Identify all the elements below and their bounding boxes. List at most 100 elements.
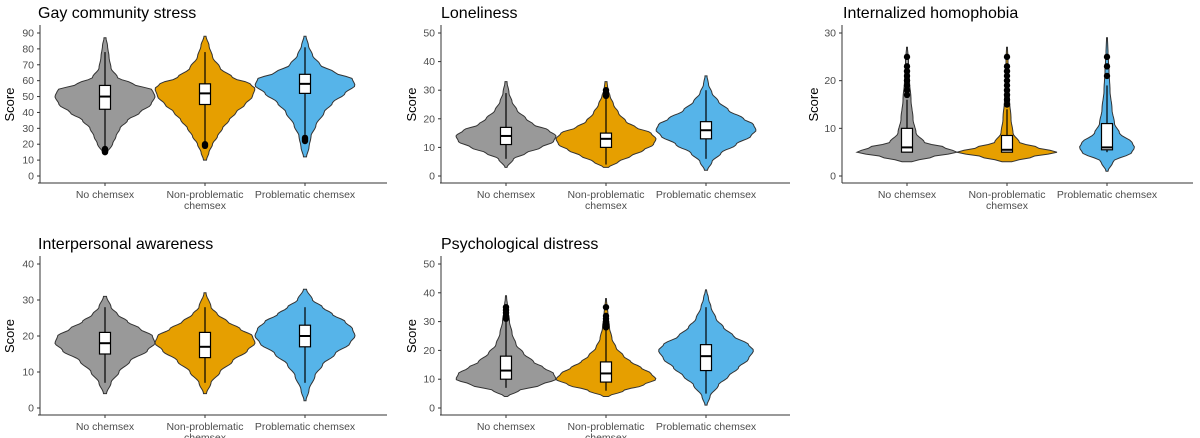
y-tick-label: 0 bbox=[429, 171, 435, 183]
y-tick-label: 40 bbox=[423, 56, 435, 68]
outlier-point bbox=[201, 141, 209, 148]
y-tick-label: 20 bbox=[22, 331, 34, 343]
panel-psychological-distress: Psychological distress Score 0 10 20 30 40 50 No… bbox=[404, 236, 790, 438]
outlier-point bbox=[903, 87, 911, 94]
panel-interpersonal-awareness: Interpersonal awareness Score 0 10 20 30 40 No … bbox=[2, 236, 387, 438]
outlier-point bbox=[1103, 72, 1111, 80]
outlier-point bbox=[301, 134, 309, 142]
x-category-label: Problematic chemsex bbox=[656, 421, 757, 433]
outlier-point bbox=[1003, 72, 1011, 80]
y-tick-label: 20 bbox=[22, 139, 34, 151]
outlier-point bbox=[903, 91, 911, 99]
outlier-point bbox=[1003, 101, 1011, 108]
outlier-point bbox=[1103, 63, 1111, 70]
panel-title: Gay community stress bbox=[38, 5, 196, 22]
iqr-box bbox=[1000, 134, 1014, 153]
x-category-label: chemsex bbox=[585, 200, 628, 212]
outlier-point bbox=[903, 63, 911, 70]
x-category-label: No chemsex bbox=[477, 421, 536, 433]
violin-group-problematic: Problematic chemsex bbox=[254, 35, 356, 201]
iqr-box bbox=[599, 132, 613, 149]
y-tick-label: 30 bbox=[22, 123, 34, 135]
y-tick-label: 20 bbox=[423, 345, 435, 357]
x-category-label: Non-problematic bbox=[968, 189, 1045, 201]
x-category-label: chemsex bbox=[585, 432, 628, 438]
x-category-label: Non-problematic bbox=[567, 421, 644, 433]
y-tick-label: 40 bbox=[22, 107, 34, 119]
outlier-point bbox=[903, 67, 911, 75]
y-tick-label: 10 bbox=[423, 142, 435, 154]
outlier-point bbox=[502, 304, 510, 311]
panel-title: Internalized homophobia bbox=[843, 5, 1018, 22]
outlier-point bbox=[602, 312, 610, 320]
outlier-point bbox=[101, 145, 109, 153]
violin-group-no_chemsex: No chemsex bbox=[855, 46, 959, 201]
y-tick-label: 0 bbox=[830, 171, 836, 183]
panel-internalized-homophobia: Internalized homophobia Score 0 10 20 30 No ch… bbox=[806, 5, 1193, 212]
y-tick-label: 30 bbox=[22, 295, 34, 307]
x-category-label: Problematic chemsex bbox=[255, 421, 356, 433]
outlier-point bbox=[1003, 96, 1011, 103]
violin-group-problematic: Problematic chemsex bbox=[254, 288, 356, 433]
y-tick-label: 30 bbox=[423, 85, 435, 97]
panel-gay-community-stress: Gay community stress Score 0 10 20 30 40 50 60 70… bbox=[2, 5, 387, 212]
y-axis-label: Score bbox=[404, 319, 419, 353]
outlier-point bbox=[1003, 63, 1011, 70]
outlier-point bbox=[1003, 87, 1011, 94]
panel-loneliness: Loneliness Score 0 10 20 30 40 50 No chemsex Non-… bbox=[404, 5, 790, 212]
y-axis-label: Score bbox=[2, 88, 17, 122]
x-category-label: No chemsex bbox=[76, 421, 135, 433]
panel-title: Loneliness bbox=[441, 5, 518, 22]
outlier-point bbox=[903, 77, 911, 84]
y-tick-label: 10 bbox=[22, 155, 34, 167]
outlier-point bbox=[1003, 77, 1011, 84]
y-tick-label: 20 bbox=[824, 75, 836, 87]
x-category-label: Problematic chemsex bbox=[255, 189, 356, 201]
x-category-label: No chemsex bbox=[878, 189, 937, 201]
iqr-box bbox=[900, 127, 914, 153]
y-tick-label: 40 bbox=[22, 259, 34, 271]
y-tick-label: 50 bbox=[423, 259, 435, 271]
outlier-point bbox=[1003, 82, 1011, 89]
x-category-label: Non-problematic bbox=[166, 189, 243, 201]
outlier-point bbox=[1103, 53, 1111, 61]
iqr-box bbox=[599, 361, 613, 383]
violin-group-problematic: Problematic chemsex bbox=[656, 289, 757, 433]
outlier-point bbox=[602, 304, 610, 311]
y-tick-label: 60 bbox=[22, 75, 34, 87]
violin-group-problematic: Problematic chemsex bbox=[1057, 37, 1158, 201]
y-axis-label: Score bbox=[806, 88, 821, 122]
violin-group-no_chemsex: No chemsex bbox=[455, 295, 557, 433]
iqr-box bbox=[499, 355, 513, 380]
y-tick-label: 10 bbox=[824, 123, 836, 135]
outlier-point bbox=[903, 72, 911, 80]
y-tick-label: 10 bbox=[423, 374, 435, 386]
x-category-label: chemsex bbox=[986, 200, 1029, 212]
outlier-point bbox=[602, 87, 610, 94]
x-category-label: chemsex bbox=[184, 200, 227, 212]
y-tick-label: 40 bbox=[423, 287, 435, 299]
x-category-label: No chemsex bbox=[477, 189, 536, 201]
y-tick-label: 80 bbox=[22, 43, 34, 55]
x-category-label: chemsex bbox=[184, 432, 227, 438]
y-tick-label: 90 bbox=[22, 28, 34, 40]
y-tick-label: 0 bbox=[429, 403, 435, 415]
outlier-point bbox=[903, 82, 911, 89]
x-category-label: Problematic chemsex bbox=[1057, 189, 1158, 201]
x-category-label: Problematic chemsex bbox=[656, 189, 757, 201]
panel-title: Psychological distress bbox=[441, 236, 598, 253]
x-category-label: No chemsex bbox=[76, 189, 135, 201]
y-axis-label: Score bbox=[404, 88, 419, 122]
y-axis-label: Score bbox=[2, 319, 17, 353]
y-tick-label: 10 bbox=[22, 367, 34, 379]
panel-title: Interpersonal awareness bbox=[38, 236, 213, 253]
y-tick-label: 70 bbox=[22, 59, 34, 71]
y-tick-label: 50 bbox=[423, 28, 435, 40]
y-tick-label: 0 bbox=[28, 171, 34, 183]
y-tick-label: 30 bbox=[824, 28, 836, 40]
